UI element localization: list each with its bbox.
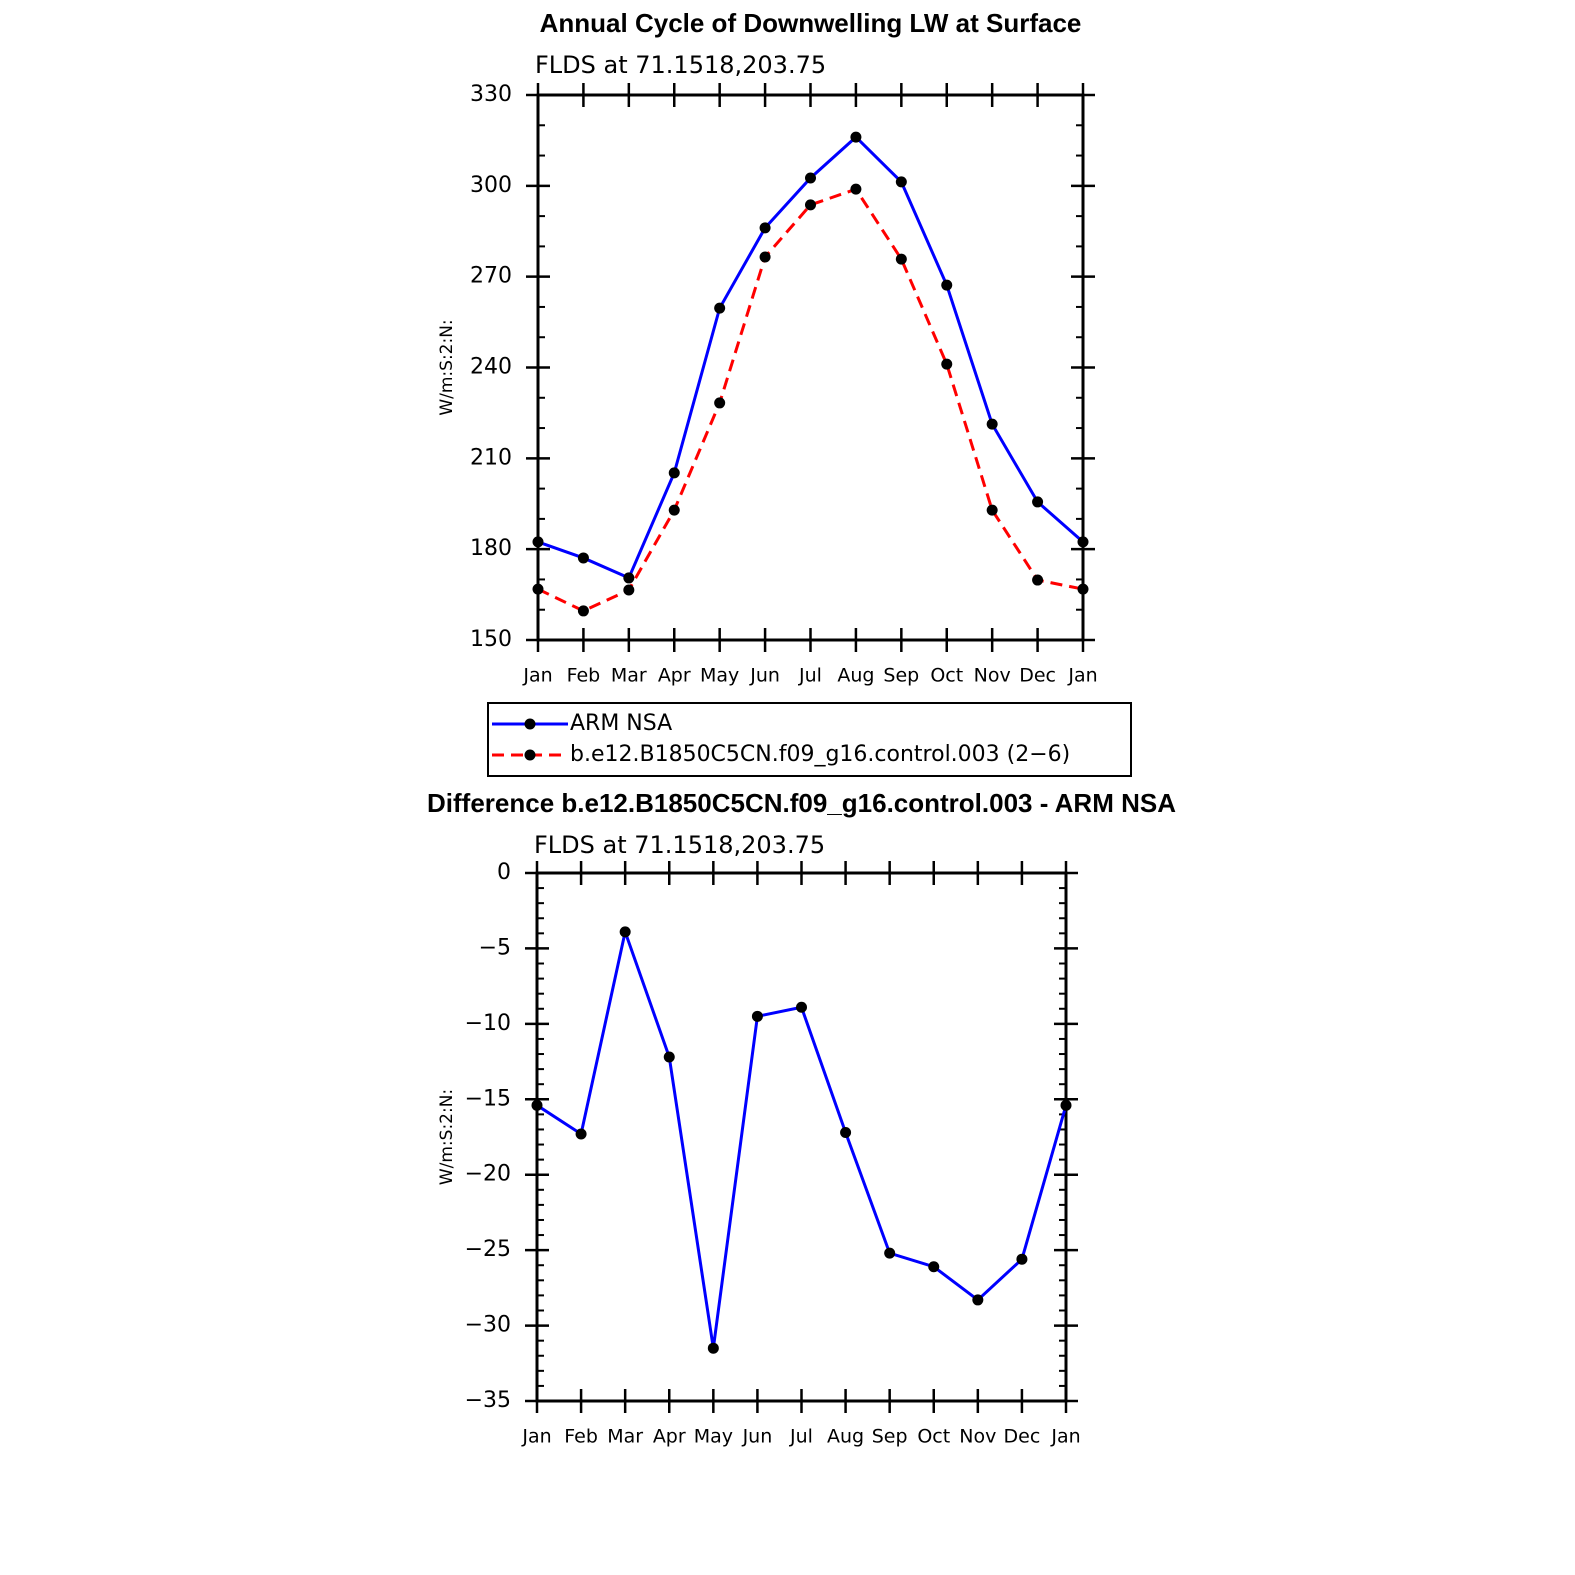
data-point [986,418,998,430]
data-point [663,1051,675,1063]
legend-label: ARM NSA [570,711,672,736]
data-point [941,279,953,291]
x-tick-label: Mar [611,665,647,687]
y-tick-label: −35 [465,1388,511,1413]
x-tick-label: Aug [827,1426,864,1448]
data-point [796,1001,807,1013]
data-point [577,552,589,564]
x-tick-label: Sep [883,665,919,687]
data-point [751,1010,763,1022]
chart-subtitle: FLDS at 71.1518,203.75 [534,831,825,859]
x-tick-label: Jan [1067,665,1097,687]
data-point [714,397,726,409]
x-tick-label: May [700,665,739,687]
data-point [805,199,816,211]
y-axis-label: W/m:S:2:N: [437,1089,457,1185]
x-tick-label: Jun [749,665,780,687]
y-tick-label: 0 [497,860,511,885]
x-tick-label: Mar [607,1426,643,1448]
y-tick-label: 180 [470,536,512,561]
x-tick-label: Nov [959,1426,996,1448]
data-point [623,584,635,596]
x-tick-label: Aug [837,665,874,687]
data-point [928,1261,940,1273]
data-point [759,251,771,263]
x-tick-label: May [694,1426,733,1448]
data-point [1032,496,1044,508]
data-point [895,253,907,265]
y-tick-label: 210 [470,445,512,470]
y-tick-label: −15 [465,1086,511,1111]
data-point [850,131,862,143]
data-point [850,183,862,195]
data-point [707,1342,719,1354]
chart-title: Annual Cycle of Downwelling LW at Surfac… [540,8,1082,38]
x-tick-label: Jul [789,1426,813,1448]
data-line [536,926,1068,1349]
data-point [623,572,635,584]
chart-subtitle: FLDS at 71.1518,203.75 [535,51,826,79]
data-point [805,172,816,184]
data-point [575,1128,587,1140]
x-tick-label: Dec [1004,1426,1041,1448]
plot-frame [535,871,1068,1403]
data-point [759,222,771,234]
x-tick-label: Jan [1050,1426,1080,1448]
data-point [619,926,631,938]
chart-title: Difference b.e12.B1850C5CN.f09_g16.contr… [427,788,1176,818]
data-point [972,1294,984,1306]
data-point [668,467,680,479]
x-tick-label: Dec [1019,665,1056,687]
y-tick-label: −30 [465,1313,511,1338]
y-tick-label: 330 [470,82,512,107]
x-tick-label: Oct [917,1426,950,1448]
y-tick-label: −5 [479,935,511,960]
y-tick-label: −10 [465,1011,511,1036]
x-tick-label: Jul [798,665,822,687]
data-point [840,1126,852,1138]
data-point [668,504,680,516]
y-tick-label: 150 [470,627,512,652]
data-point [532,536,544,548]
data-point [1077,536,1089,548]
data-line [537,187,1084,613]
legend-marker [524,718,536,730]
x-tick-label: Jun [742,1426,773,1448]
x-tick-label: Apr [653,1426,686,1448]
data-point [1077,583,1089,595]
y-tick-label: 300 [470,173,512,198]
data-point [941,358,953,370]
data-point [895,176,907,188]
data-point [532,583,544,595]
data-point [714,302,726,314]
x-tick-label: Apr [658,665,691,687]
plot-frame [536,93,1085,642]
x-tick-label: Jan [521,1426,551,1448]
y-tick-label: −25 [465,1237,511,1262]
data-point [1060,1099,1072,1111]
data-point [1016,1253,1028,1265]
x-tick-label: Feb [567,665,601,687]
x-tick-label: Oct [930,665,963,687]
data-point [884,1247,896,1259]
x-tick-label: Feb [564,1426,598,1448]
data-point [986,504,998,516]
y-tick-label: 240 [470,355,512,380]
y-tick-label: 270 [470,264,512,289]
legend-label: b.e12.B1850C5CN.f09_g16.control.003 (2−6… [570,742,1070,767]
x-tick-label: Jan [522,665,552,687]
x-tick-label: Sep [872,1426,908,1448]
data-point [1032,574,1044,586]
data-point [577,605,589,617]
y-axis-label: W/m:S:2:N: [437,319,457,415]
legend-marker [524,749,536,761]
x-tick-label: Nov [974,665,1011,687]
legend-box [487,702,1132,777]
y-tick-label: −20 [465,1162,511,1187]
data-point [531,1099,543,1111]
